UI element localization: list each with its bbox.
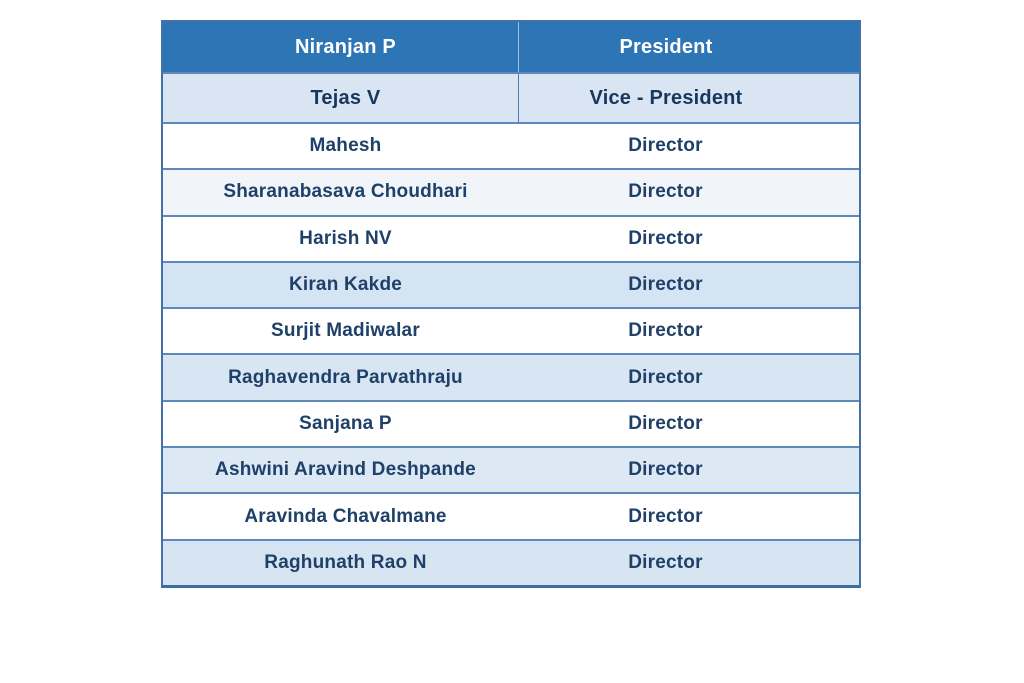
member-role-cell: Director: [628, 227, 703, 249]
member-name-cell: Raghavendra Parvathraju: [228, 366, 463, 388]
table-row: Kiran Kakde Director: [163, 260, 859, 308]
member-name-cell: Tejas V: [310, 86, 381, 109]
member-role-cell: Director: [628, 274, 703, 296]
member-name-cell: Harish NV: [299, 227, 392, 249]
table-row: Harish NV Director: [163, 214, 859, 261]
header-row: Niranjan P President: [163, 22, 859, 72]
org-roles-table: Niranjan P President Tejas V Vice - Pres…: [161, 20, 861, 588]
table-row: Aravinda Chavalmane Director: [163, 492, 859, 539]
member-name-cell: Aravinda Chavalmane: [244, 505, 447, 527]
member-role-cell: Vice - President: [517, 74, 859, 122]
member-name-cell: Kiran Kakde: [288, 274, 403, 296]
table-row: Surjit Madiwalar Director: [163, 307, 859, 354]
table-row: Raghunath Rao N Director: [163, 538, 859, 585]
member-role-cell: Director: [628, 320, 703, 342]
member-role-cell: Director: [628, 366, 703, 388]
table-row: Sharanabasava Choudhari Director: [163, 168, 859, 215]
member-name-cell: Surjit Madiwalar: [271, 320, 420, 342]
table-row: Ashwini Aravind Deshpande Director: [163, 446, 859, 493]
member-role-cell: Director: [628, 135, 703, 157]
subheader-row: Tejas V Vice - President: [163, 72, 859, 122]
table-row: Sanjana P Director: [163, 399, 859, 447]
member-role-cell: Director: [628, 505, 703, 527]
member-name-cell: Sharanabasava Choudhari: [223, 181, 468, 203]
member-role-cell: Director: [628, 412, 703, 434]
member-role-cell: President: [517, 22, 859, 72]
member-role-cell: Director: [628, 551, 703, 573]
member-name-cell: Niranjan P: [295, 35, 396, 58]
member-role-cell: Director: [628, 459, 703, 481]
member-name-cell: Raghunath Rao N: [264, 551, 427, 573]
table-row: Raghavendra Parvathraju Director: [163, 353, 859, 400]
member-role-cell: Director: [628, 181, 703, 203]
member-name-cell: Sanjana P: [299, 412, 392, 434]
member-name-cell: Ashwini Aravind Deshpande: [215, 459, 476, 481]
member-name-cell: Mahesh: [309, 135, 382, 157]
table-row: Mahesh Director: [163, 122, 859, 169]
